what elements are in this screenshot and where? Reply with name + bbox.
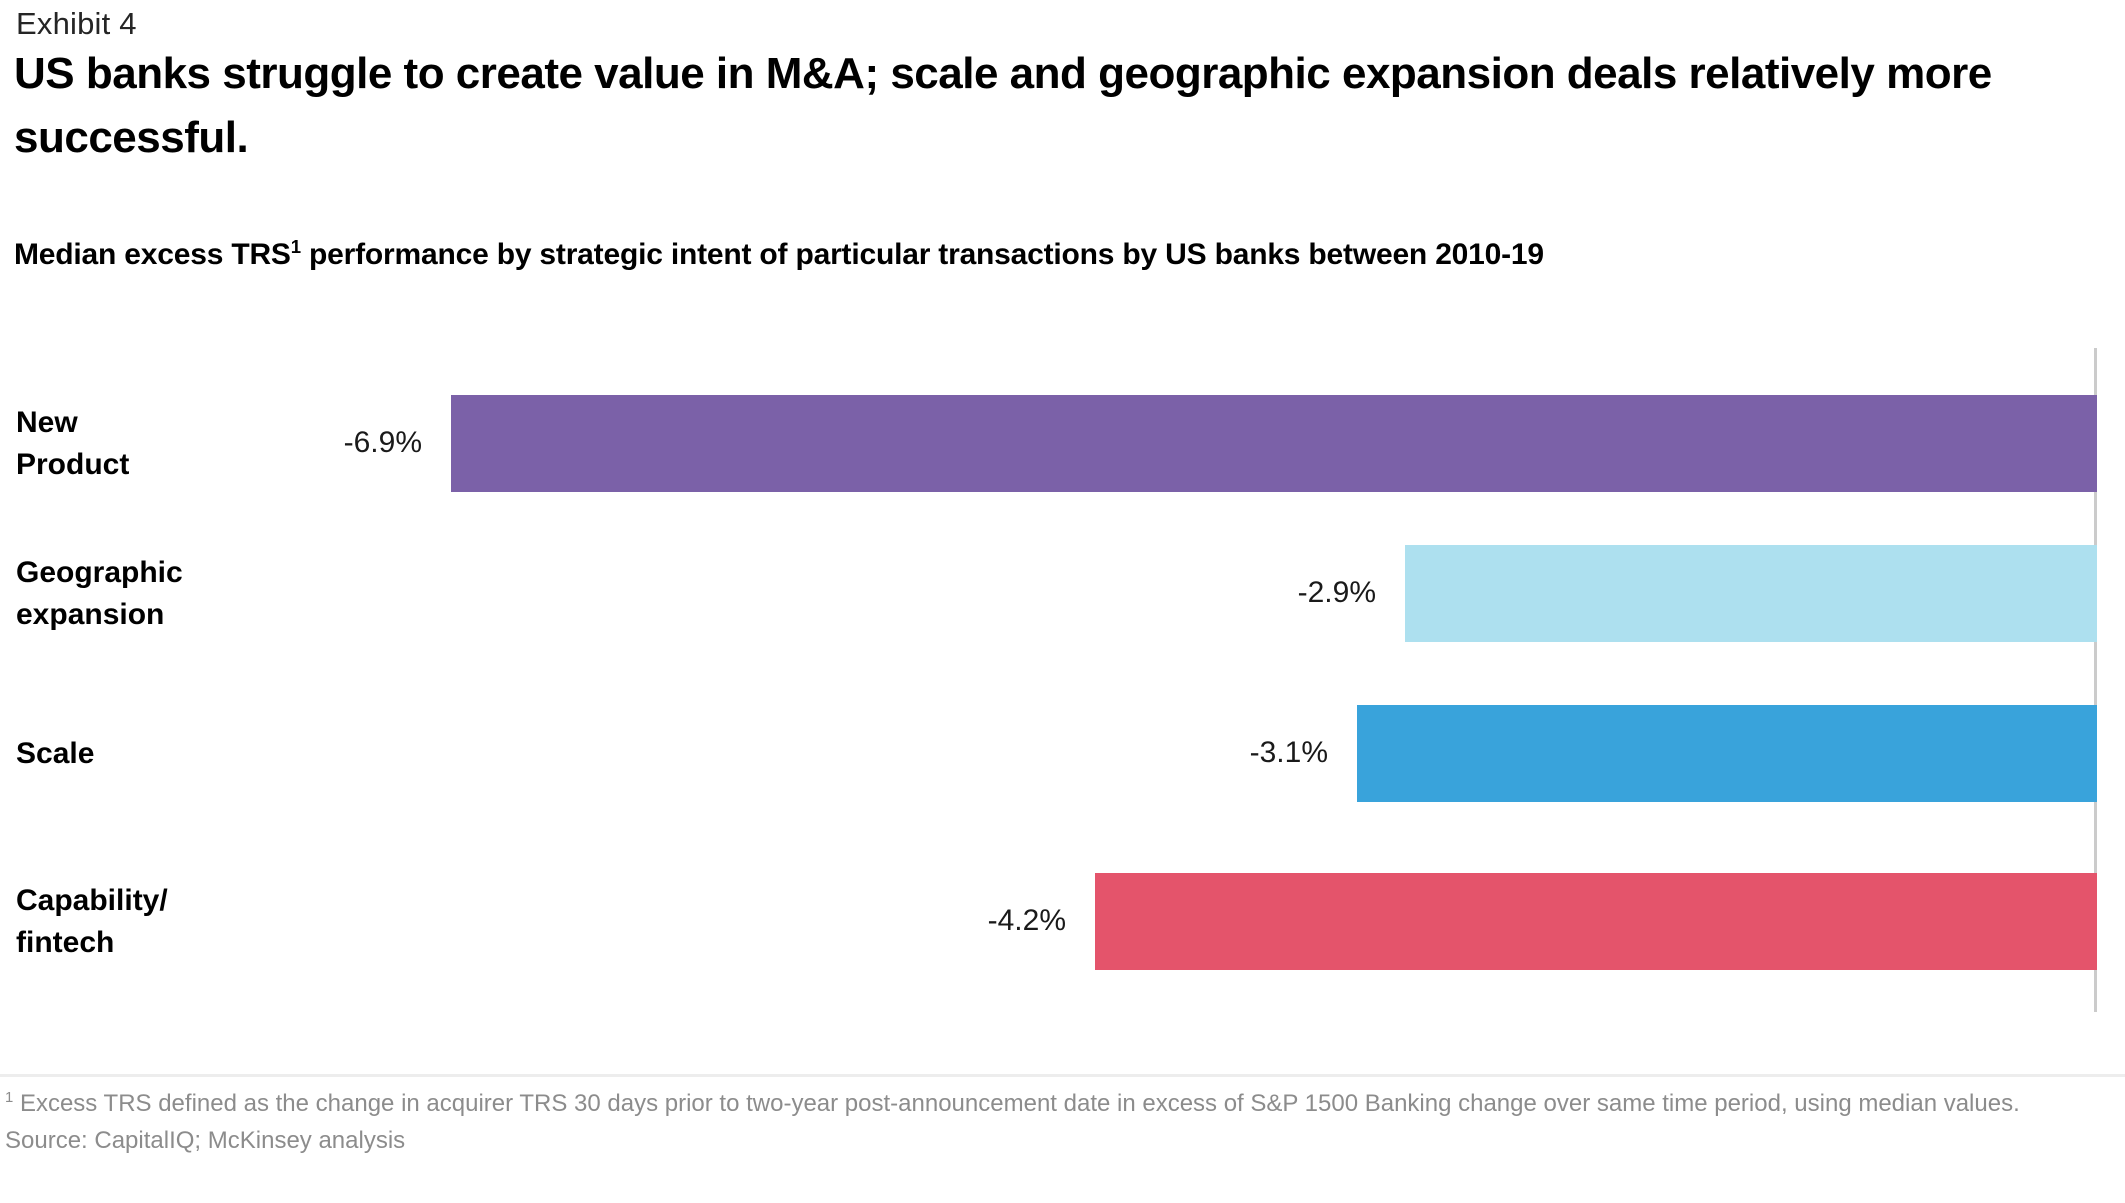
bar-chart: -6.9% New Product -2.9% Geographic expansio… bbox=[0, 348, 2125, 1012]
exhibit-label: Exhibit 4 bbox=[16, 6, 137, 41]
value-label-new-product: -6.9% bbox=[343, 426, 422, 459]
value-label-geographic-expansion: -2.9% bbox=[1297, 576, 1376, 609]
footer-divider-line bbox=[0, 1074, 2125, 1077]
subtitle-text-prefix: Median excess TRS bbox=[14, 238, 291, 271]
value-label-scale: -3.1% bbox=[1249, 736, 1328, 769]
footnote-text: Excess TRS defined as the change in acqu… bbox=[13, 1090, 2020, 1117]
bar-scale bbox=[1357, 705, 2097, 802]
subtitle-text-suffix: performance by strategic intent of parti… bbox=[300, 238, 1544, 271]
chart-subtitle: Median excess TRS1 performance by strate… bbox=[14, 236, 1544, 272]
category-label-new-product: New Product bbox=[16, 406, 130, 481]
footnote-marker: 1 bbox=[5, 1090, 14, 1106]
value-label-capability-fintech: -4.2% bbox=[987, 904, 1066, 937]
category-label-geographic-expansion: Geographic expansion bbox=[16, 556, 183, 631]
zero-axis-line bbox=[2094, 348, 2097, 1012]
category-label-capability-fintech: Capability/ fintech bbox=[16, 884, 168, 959]
bar-new-product bbox=[451, 395, 2097, 492]
subtitle-footnote-marker: 1 bbox=[290, 236, 301, 257]
source-line: Source: CapitalIQ; McKinsey analysis bbox=[5, 1127, 406, 1154]
category-label-scale: Scale bbox=[16, 737, 95, 770]
footnote: 1 Excess TRS defined as the change in ac… bbox=[5, 1090, 2020, 1118]
bar-geographic-expansion bbox=[1405, 545, 2097, 642]
bar-capability-fintech bbox=[1095, 873, 2097, 970]
page-title: US banks struggle to create value in M&A… bbox=[14, 49, 1992, 162]
